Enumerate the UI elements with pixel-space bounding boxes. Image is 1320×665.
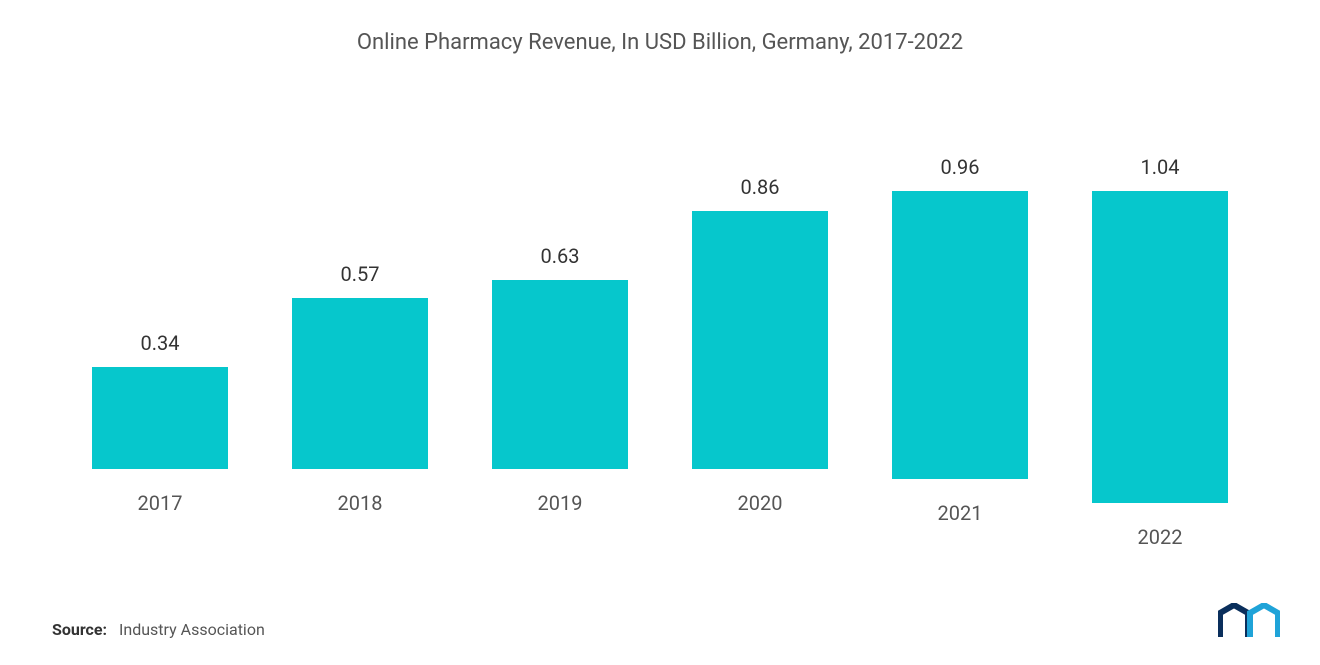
x-axis-label: 2018 [338, 491, 383, 515]
bar-group: 0.34 2017 [65, 155, 255, 515]
bar [292, 298, 429, 469]
chart-footer: Source: Industry Association [52, 603, 1280, 639]
bar [1092, 191, 1229, 503]
source-label: Source: [52, 620, 107, 639]
bar-value-label: 0.57 [341, 262, 380, 286]
bar [492, 280, 629, 469]
bar-group: 0.57 2018 [265, 155, 455, 515]
logo-icon [1218, 603, 1280, 639]
x-axis-label: 2020 [738, 491, 783, 515]
brand-logo [1218, 603, 1280, 639]
bar-value-label: 0.63 [541, 244, 580, 268]
bar [892, 191, 1029, 479]
x-axis-label: 2021 [938, 501, 983, 525]
x-axis-label: 2017 [138, 491, 183, 515]
x-axis-label: 2022 [1138, 525, 1183, 549]
bar-wrap: 1.04 [1065, 155, 1255, 503]
bar [92, 367, 229, 469]
bar [692, 211, 829, 469]
bar-value-label: 0.34 [141, 331, 180, 355]
chart-area: 0.34 2017 0.57 2018 0.63 2019 0.86 2020 0.962021… [40, 155, 1280, 515]
bar-group: 0.86 2020 [665, 155, 855, 515]
bar-group: 0.63 2019 [465, 155, 655, 515]
bar-wrap: 0.57 [265, 155, 455, 469]
source-text: Industry Association [119, 620, 265, 639]
bar-wrap: 0.34 [65, 155, 255, 469]
chart-title: Online Pharmacy Revenue, In USD Billion,… [40, 30, 1280, 55]
bar-wrap: 0.96 [865, 155, 1055, 479]
bar-wrap: 0.63 [465, 155, 655, 469]
bar-group: 1.042022 [1065, 155, 1255, 515]
x-axis-label: 2019 [538, 491, 583, 515]
bar-value-label: 1.04 [1141, 155, 1180, 179]
source-line: Source: Industry Association [52, 620, 265, 639]
bar-wrap: 0.86 [665, 155, 855, 469]
bar-value-label: 0.86 [741, 175, 780, 199]
bar-group: 0.962021 [865, 155, 1055, 515]
bar-value-label: 0.96 [941, 155, 980, 179]
